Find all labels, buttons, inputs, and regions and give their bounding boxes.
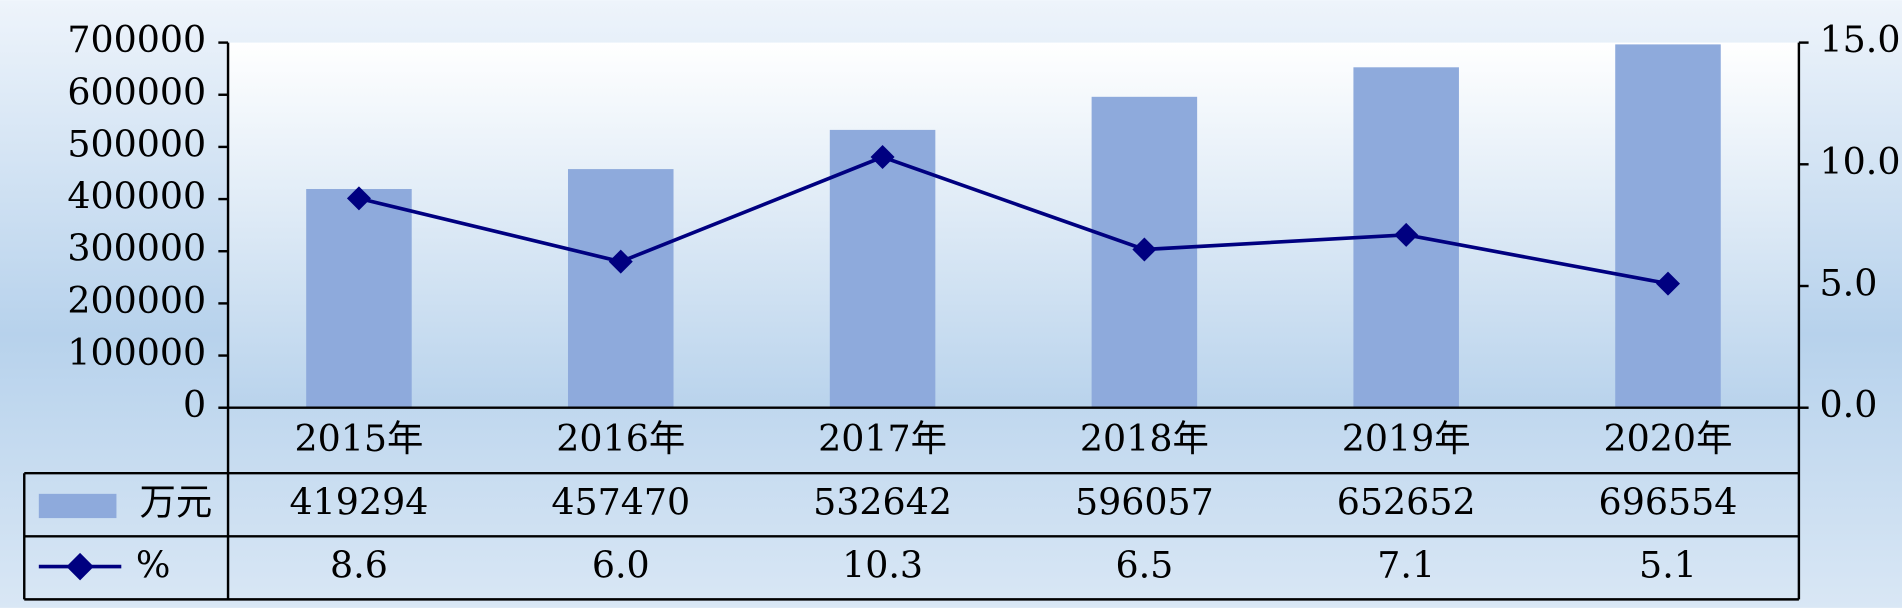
bar	[306, 189, 412, 408]
table-value: 457470	[551, 480, 690, 523]
line	[358, 155, 1669, 286]
table-value: 5.1	[1639, 543, 1697, 586]
x-tick-label: 2018年	[1080, 417, 1209, 460]
legend-swatch	[38, 493, 117, 519]
y-tick-label: 400000	[67, 175, 206, 218]
y2-tick-label: 15.0	[1820, 18, 1901, 61]
marker	[1132, 237, 1157, 262]
legend-label: %	[136, 543, 171, 586]
table-value: 652652	[1337, 480, 1476, 523]
y2-tick-label: 0.0	[1820, 383, 1878, 426]
x-tick-label: 2015年	[294, 417, 423, 460]
table-value: 532642	[813, 480, 952, 523]
x-tick-label: 2016年	[556, 417, 685, 460]
marker	[1394, 222, 1419, 247]
marker	[1655, 271, 1680, 296]
y-tick-label: 100000	[67, 331, 206, 374]
y-tick-label: 500000	[67, 122, 206, 165]
legend-label: 万元	[139, 480, 212, 523]
table-value: 10.3	[842, 543, 923, 586]
y2-tick-label: 10.0	[1820, 140, 1901, 183]
y-tick-label: 700000	[67, 18, 206, 61]
x-tick-label: 2020年	[1604, 417, 1733, 460]
table-value: 6.5	[1115, 543, 1173, 586]
table-value: 696554	[1599, 480, 1738, 523]
bar	[829, 129, 936, 408]
table-value: 7.1	[1377, 543, 1435, 586]
table-value: 6.0	[592, 543, 650, 586]
table-frame	[23, 42, 1801, 601]
y-tick-label: 200000	[67, 279, 206, 322]
bar	[1615, 44, 1721, 408]
table-value: 596057	[1075, 480, 1214, 523]
y-tick-label: 0	[183, 383, 206, 426]
table-value: 419294	[290, 480, 429, 523]
plot-area	[228, 42, 1799, 408]
x-tick-label: 2017年	[818, 417, 947, 460]
y-tick-label: 300000	[67, 227, 206, 270]
x-tick-label: 2019年	[1342, 417, 1471, 460]
marker	[346, 186, 371, 211]
bar	[567, 169, 674, 408]
table-value: 8.6	[330, 543, 388, 586]
y2-tick-label: 5.0	[1820, 262, 1878, 305]
y-tick-label: 600000	[67, 70, 206, 113]
